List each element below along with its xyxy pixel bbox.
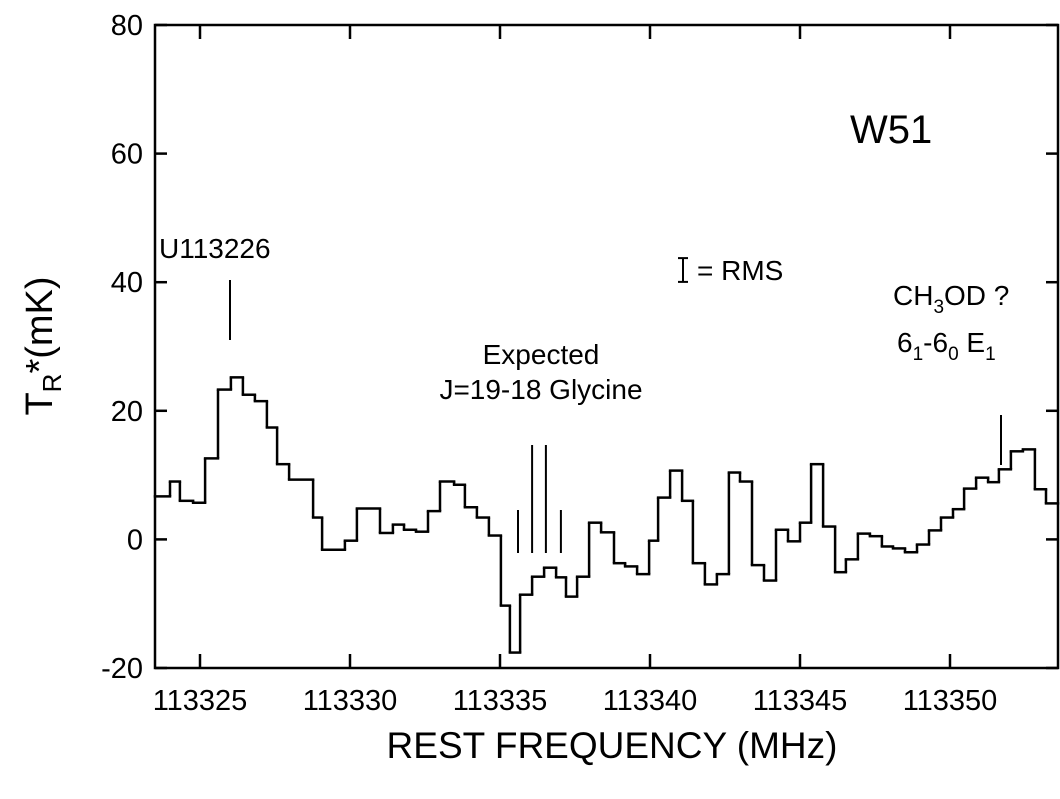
source-label: W51 bbox=[850, 108, 932, 152]
label-part: E bbox=[959, 327, 985, 358]
y-tick-label: 40 bbox=[111, 267, 143, 299]
label-sub: 3 bbox=[933, 297, 944, 318]
rms-label: = RMS bbox=[697, 255, 783, 286]
label-part: 6 bbox=[897, 327, 913, 358]
label-sub: 0 bbox=[948, 344, 959, 365]
x-tick-label: 113350 bbox=[903, 685, 998, 717]
y-tick-label: 60 bbox=[111, 139, 143, 171]
x-tick-label: 113335 bbox=[453, 685, 548, 717]
x-tick-label: 113325 bbox=[153, 685, 248, 717]
glycine-label: Expected bbox=[483, 339, 600, 370]
label-sub: 1 bbox=[985, 344, 996, 365]
x-tick-label: 113345 bbox=[753, 685, 848, 717]
y-axis-label: TR*(mK) bbox=[19, 276, 67, 415]
glycine-label: J=19-18 Glycine bbox=[439, 374, 642, 405]
label-sub: 1 bbox=[913, 344, 924, 365]
ch3od-label: CH3OD ? bbox=[893, 280, 1009, 318]
y-label-sub: R bbox=[37, 374, 67, 393]
plot-frame bbox=[153, 23, 1060, 670]
ch3od-label: 61-60 E1 bbox=[897, 327, 996, 365]
x-axis-label: REST FREQUENCY (MHz) bbox=[387, 725, 838, 766]
x-tick-label: 113340 bbox=[603, 685, 698, 717]
label-part: -6 bbox=[923, 327, 948, 358]
y-tick-label: -20 bbox=[101, 653, 143, 685]
y-tick-label: 20 bbox=[111, 396, 143, 428]
x-tick-label: 113330 bbox=[303, 685, 398, 717]
y-tick-label: 0 bbox=[127, 524, 143, 556]
y-tick-label: 80 bbox=[111, 10, 143, 42]
u-label: U113226 bbox=[159, 233, 271, 264]
y-label-part: T bbox=[19, 392, 61, 415]
label-part: CH bbox=[893, 280, 933, 311]
label-part: OD ? bbox=[944, 280, 1009, 311]
y-label-part: *(mK) bbox=[19, 276, 61, 373]
